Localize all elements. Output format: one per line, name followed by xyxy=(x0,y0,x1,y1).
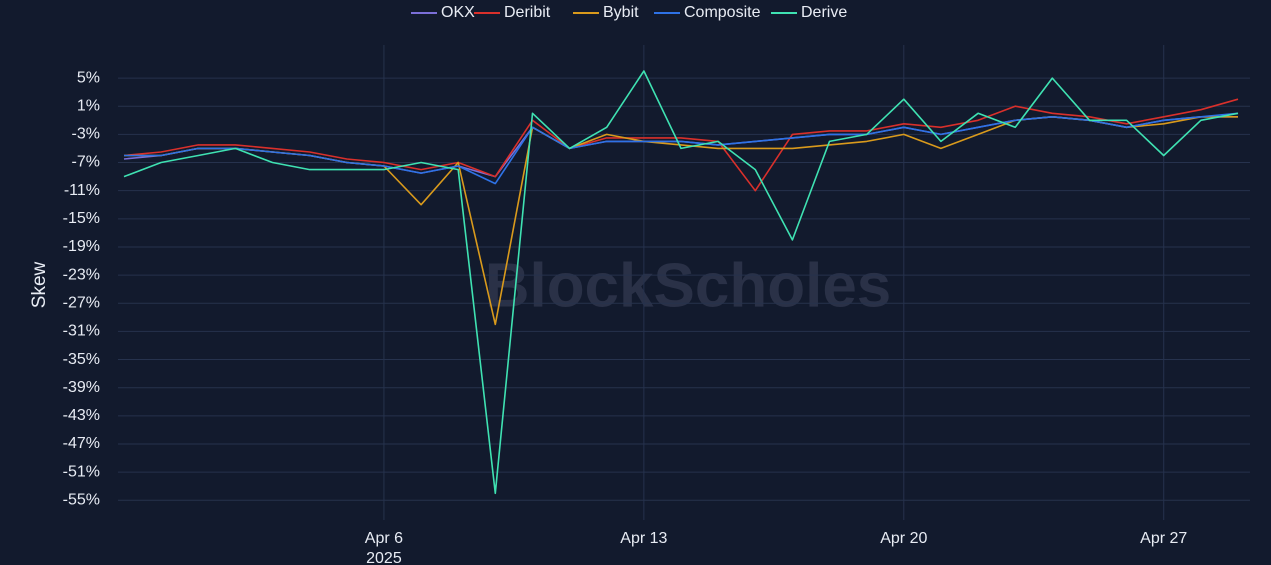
y-tick-label: -7% xyxy=(72,154,100,171)
legend-item: Derive xyxy=(771,4,847,21)
legend-item: Composite xyxy=(654,4,761,21)
y-tick-label: -15% xyxy=(63,210,100,227)
legend-label: OKX xyxy=(441,4,475,21)
x-tick-label: Apr 20 xyxy=(880,530,927,547)
y-tick-label: -47% xyxy=(63,435,100,452)
y-tick-label: -39% xyxy=(63,379,100,396)
y-tick-label: -51% xyxy=(63,463,100,480)
legend-label: Bybit xyxy=(603,4,639,21)
x-tick-label: Apr 6 xyxy=(365,530,403,547)
y-tick-label: -19% xyxy=(63,238,100,255)
y-tick-label: -27% xyxy=(63,294,100,311)
y-axis-label: Skew xyxy=(29,261,50,308)
series-line xyxy=(124,112,1239,185)
x-tick-sublabel: 2025 xyxy=(366,550,402,565)
series-line xyxy=(123,98,1239,192)
y-tick-label: 5% xyxy=(77,69,100,86)
legend-item: Deribit xyxy=(474,4,551,21)
y-tick-label: -3% xyxy=(72,126,100,143)
legend-label: Composite xyxy=(684,4,761,21)
y-tick-label: -31% xyxy=(63,323,100,340)
legend-label: Derive xyxy=(801,4,847,21)
legend-item: OKX xyxy=(411,4,475,21)
legend-item: Bybit xyxy=(573,4,639,21)
watermark: BlockScholes xyxy=(485,251,892,320)
x-tick-label: Apr 27 xyxy=(1140,530,1187,547)
legend-label: Deribit xyxy=(504,4,551,21)
y-tick-label: -43% xyxy=(63,407,100,424)
y-tick-label: -35% xyxy=(63,351,100,368)
series-line xyxy=(123,70,1239,495)
y-tick-label: -55% xyxy=(63,492,100,509)
x-tick-label: Apr 13 xyxy=(620,530,667,547)
y-tick-label: -11% xyxy=(64,182,100,199)
y-tick-label: 1% xyxy=(77,97,100,114)
y-tick-label: -23% xyxy=(63,266,100,283)
